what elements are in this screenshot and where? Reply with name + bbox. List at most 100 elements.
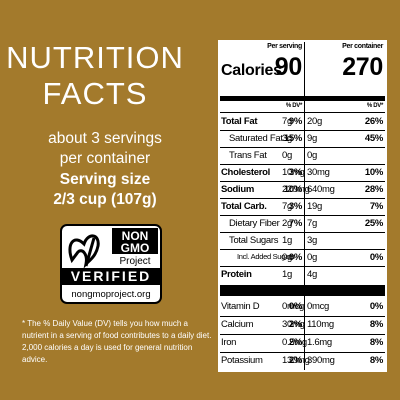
row-rule: [220, 232, 385, 233]
badge-block: [112, 228, 158, 254]
nutrient-name: Cholesterol: [221, 167, 270, 178]
container-amount: 110mg: [307, 319, 334, 330]
serving-dv: 0%: [288, 252, 302, 263]
row-rule: [220, 316, 385, 317]
nutrient-name: Sodium: [221, 184, 255, 195]
container-amount: 1.6mg: [307, 337, 332, 348]
row-rule: [220, 249, 385, 250]
title: FACTS: [42, 76, 148, 111]
nutrition-label: Per serving Per container Calories 90 27…: [218, 40, 387, 372]
row-rule: [220, 181, 385, 182]
nutrient-name: Iron: [221, 337, 237, 348]
badge-verified: VERIFIED: [71, 268, 152, 284]
container-amount: 390mg: [307, 355, 335, 366]
serving-amount: 10mg: [282, 167, 305, 178]
row-rule: [220, 147, 385, 148]
container-amount: 30mg: [307, 167, 330, 178]
badge-text: NON: [122, 229, 149, 243]
calories-label: Calories: [221, 62, 282, 79]
thick-rule: [220, 285, 385, 296]
container-dv: 26%: [364, 116, 383, 127]
nutrient-name: Incl. Added Sugars: [237, 252, 295, 261]
serving-amount: 30mg: [282, 319, 305, 330]
row-rule: [220, 164, 385, 165]
container-dv: 25%: [364, 218, 383, 229]
nutrient-name: Protein: [221, 269, 252, 280]
dv-heading: % DV*: [366, 103, 383, 109]
container-dv: 7%: [369, 201, 383, 212]
container-amount: 0g: [307, 252, 317, 263]
serving-size-label: Serving size: [59, 171, 151, 188]
container-dv: 45%: [364, 133, 383, 144]
serving-dv: 2%: [288, 337, 302, 348]
column-heading: Per container: [342, 43, 383, 50]
serving-size: 2/3 cup (107g): [53, 191, 157, 208]
nutrient-name: Total Carb.: [221, 201, 267, 212]
row-rule: [220, 352, 385, 353]
serving-dv: 2%: [288, 319, 302, 330]
container-amount: 4g: [307, 269, 317, 280]
serving-amount: 220mg: [282, 184, 310, 195]
container-dv: 8%: [369, 355, 383, 366]
container-dv: 10%: [364, 167, 383, 178]
serving-amount: 2g: [282, 218, 292, 229]
serving-amount: 0g: [282, 252, 292, 263]
serving-amount: 1g: [282, 269, 292, 280]
container-dv: 0%: [369, 301, 383, 312]
nutrient-name: Total Fat: [221, 116, 258, 127]
serving-amount: 3g: [282, 133, 292, 144]
row-rule: [220, 334, 385, 335]
servings: per container: [59, 150, 151, 167]
badge-url: nongmoproject.org: [71, 289, 150, 300]
container-amount: 20g: [307, 116, 322, 127]
nutrient-name: Saturated Fat: [229, 133, 283, 144]
container-amount: 9g: [307, 133, 317, 144]
serving-dv: 3%: [288, 167, 302, 178]
serving-dv: 10%: [283, 184, 302, 195]
badge-text: GMO: [121, 241, 150, 255]
container-amount: 19g: [307, 201, 322, 212]
thick-rule: [220, 96, 385, 101]
badge-text: Project: [119, 256, 150, 267]
nutrient-name: Dietary Fiber: [229, 218, 280, 229]
badge-icon: [84, 237, 96, 267]
serving-dv: 7%: [288, 218, 302, 229]
serving-dv: 2%: [288, 355, 302, 366]
container-dv: 8%: [369, 319, 383, 330]
serving-amount: 0.5mg: [282, 337, 307, 348]
row-rule: [220, 198, 385, 199]
container-amount: 640mg: [307, 184, 335, 195]
serving-amount: 0g: [282, 150, 292, 161]
serving-amount: 130mg: [282, 355, 310, 366]
serving-amount: 1g: [282, 235, 292, 246]
nutrient-name: Trans Fat: [229, 150, 267, 161]
calories-serving: 90: [274, 53, 303, 81]
serving-dv: 9%: [288, 116, 302, 127]
row-rule: [220, 112, 385, 113]
container-dv: 28%: [364, 184, 383, 195]
nutrient-name: Vitamin D: [221, 301, 260, 312]
non-gmo-badge: NON GMO Project VERIFIED nongmoproject.o…: [60, 224, 162, 304]
serving-dv: 15%: [283, 133, 302, 144]
nutrient-name: Calcium: [221, 319, 254, 330]
container-amount: 7g: [307, 218, 317, 229]
column-heading: Per serving: [267, 43, 302, 50]
container-amount: 3g: [307, 235, 317, 246]
serving-amount: 7g: [282, 116, 292, 127]
footnote: * The % Daily Value (DV) tells you how m…: [22, 319, 212, 364]
row-rule: [220, 215, 385, 216]
serving-amount: 7g: [282, 201, 292, 212]
row-rule: [220, 130, 385, 131]
servings: about 3 servings: [48, 130, 162, 147]
badge-band: [62, 268, 160, 285]
container-dv: 8%: [369, 337, 383, 348]
serving-dv: 3%: [288, 201, 302, 212]
serving-dv: 0%: [288, 301, 302, 312]
container-dv: 0%: [369, 252, 383, 263]
title: NUTRITION: [6, 40, 184, 75]
row-rule: [220, 266, 385, 267]
nutrient-name: Total Sugars: [229, 235, 279, 246]
container-amount: 0g: [307, 150, 317, 161]
serving-amount: 0mcg: [282, 301, 305, 312]
